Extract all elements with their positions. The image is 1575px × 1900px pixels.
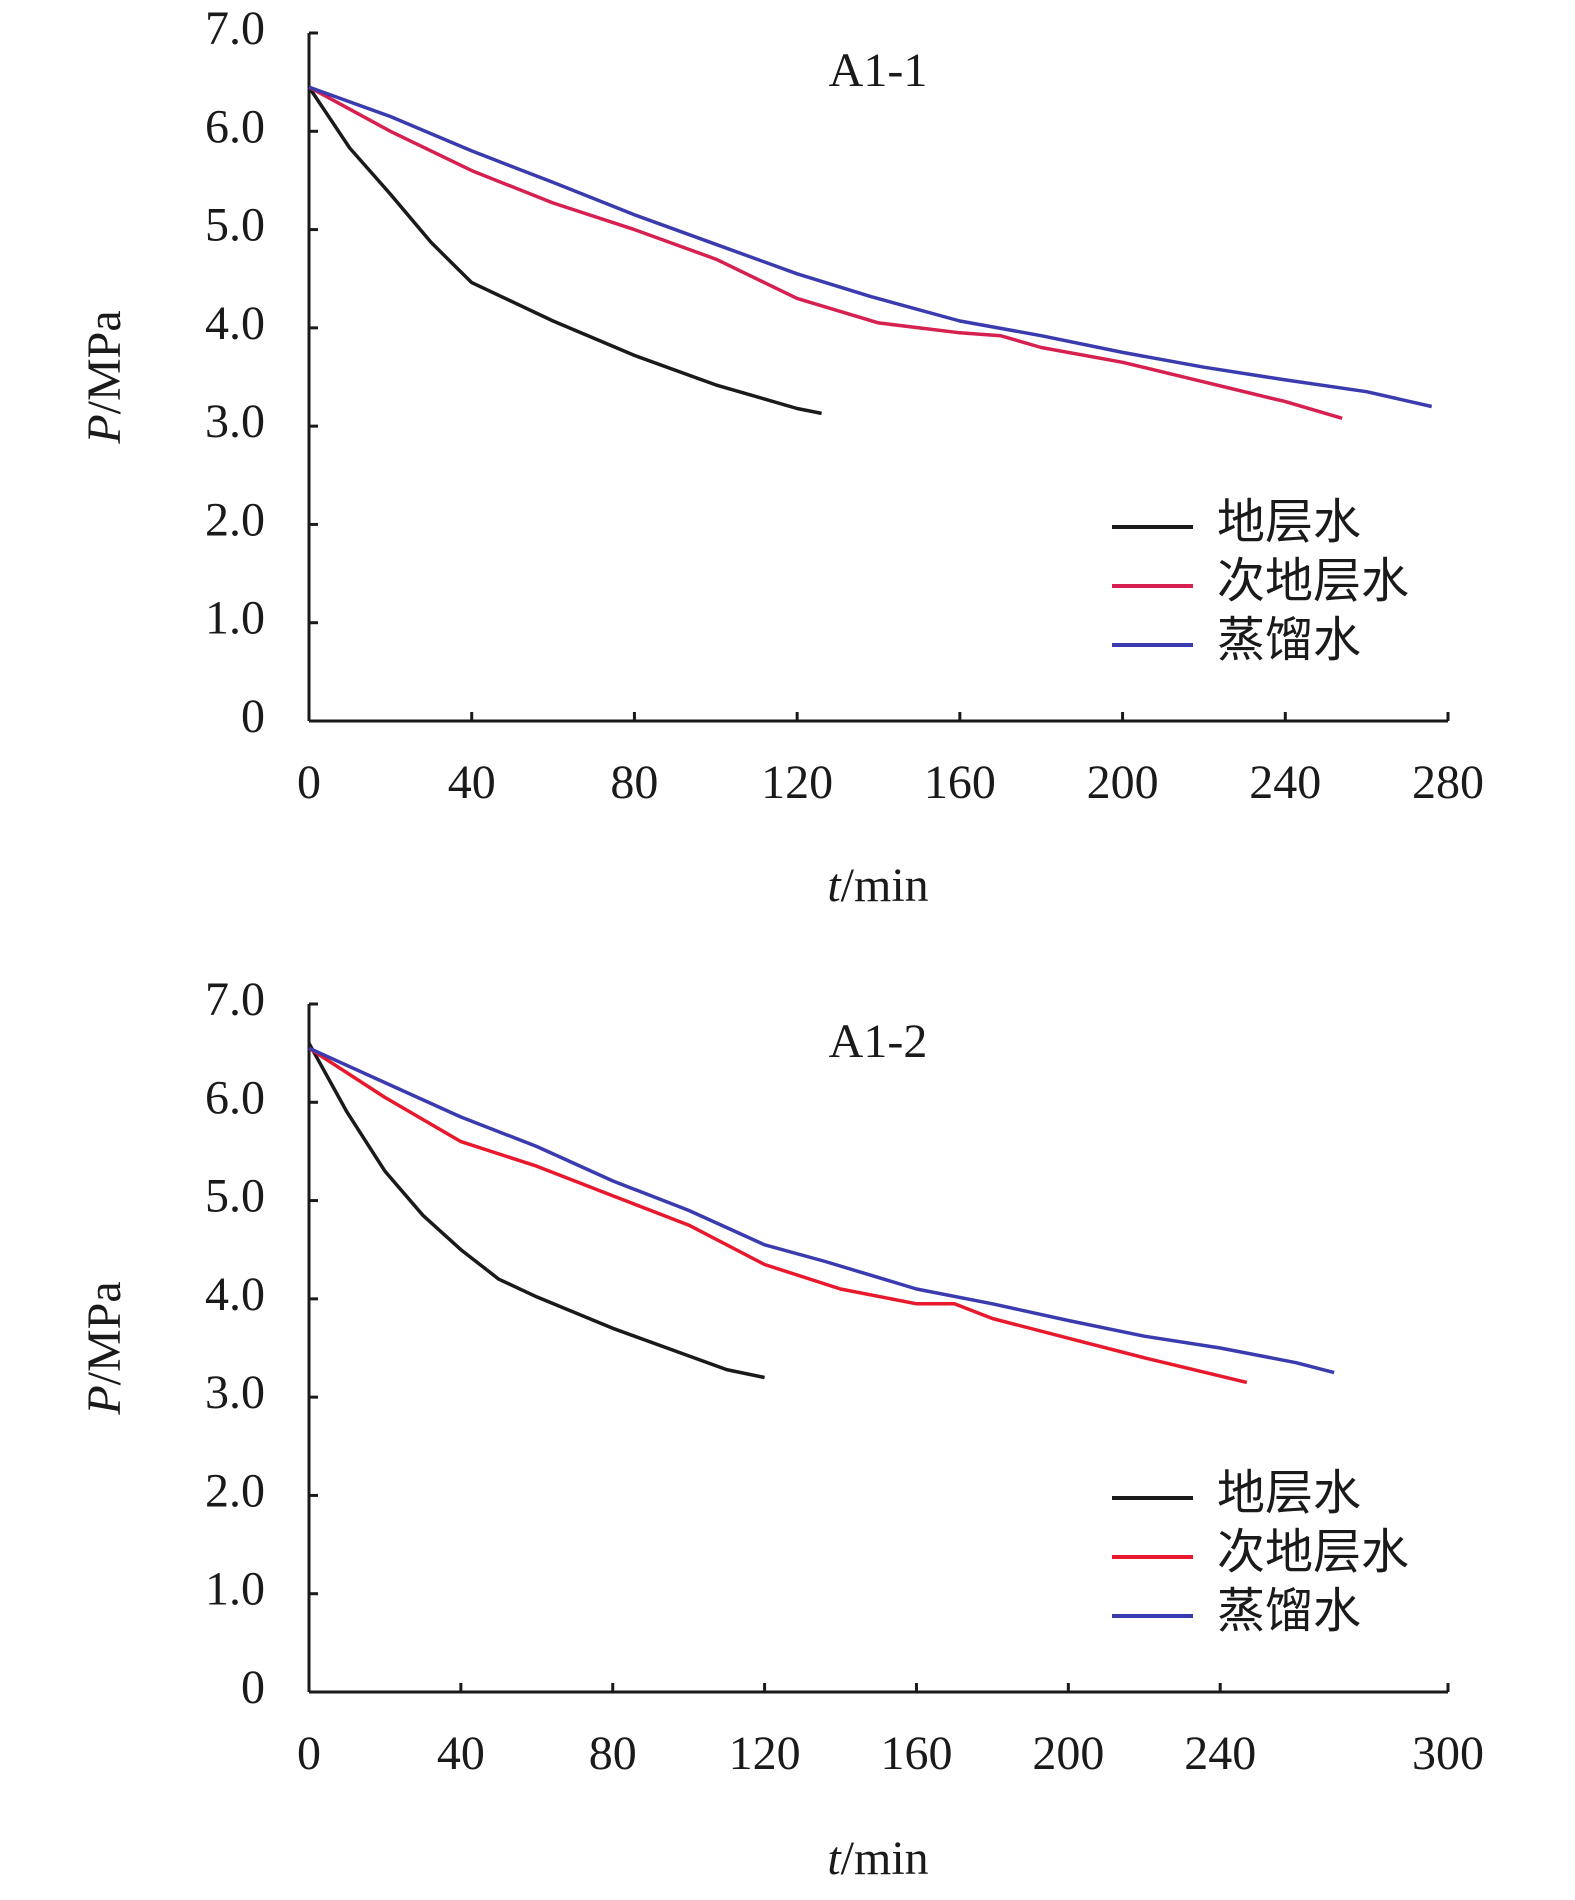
y-tick-label: 6.0 xyxy=(205,100,265,153)
x-tick-label: 280 xyxy=(1412,756,1484,809)
y-tick-label: 5.0 xyxy=(205,199,265,252)
y-tick-label: 0 xyxy=(241,690,265,743)
y-tick-label: 0 xyxy=(241,1661,265,1714)
y-axis-label: P/MPa xyxy=(78,310,131,444)
chart-title: A1-1 xyxy=(829,44,928,97)
x-tick-label: 120 xyxy=(761,756,833,809)
legend-label: 次地层水 xyxy=(1217,555,1409,608)
legend-label: 地层水 xyxy=(1217,1467,1361,1520)
series-line xyxy=(308,1046,1248,1385)
x-tick-label: 120 xyxy=(729,1727,801,1780)
series-line xyxy=(308,1046,1335,1375)
y-tick-label: 2.0 xyxy=(205,493,265,546)
chart-title: A1-2 xyxy=(829,1015,928,1068)
x-axis-label: t/min xyxy=(827,1832,928,1885)
x-tick-label: 80 xyxy=(589,1727,637,1780)
x-tick-label: 0 xyxy=(297,756,321,809)
x-tick-label: 40 xyxy=(437,1727,485,1780)
x-axis-label: t/min xyxy=(827,859,928,912)
legend-label: 地层水 xyxy=(1217,496,1361,549)
legend-label: 蒸馏水 xyxy=(1217,614,1361,667)
x-tick-label: 160 xyxy=(924,756,996,809)
y-tick-label: 4.0 xyxy=(205,1268,265,1321)
series-line xyxy=(308,85,1433,409)
legend-label: 次地层水 xyxy=(1217,1526,1409,1579)
y-tick-label: 3.0 xyxy=(205,1366,265,1419)
y-tick-label: 7.0 xyxy=(205,2,265,55)
y-tick-label: 1.0 xyxy=(205,592,265,645)
x-tick-label: 200 xyxy=(1087,756,1159,809)
y-tick-label: 3.0 xyxy=(205,395,265,448)
y-axis-label: P/MPa xyxy=(78,1281,131,1415)
x-tick-label: 160 xyxy=(880,1727,952,1780)
series-line xyxy=(307,1042,765,1380)
x-tick-label: 40 xyxy=(448,756,496,809)
x-tick-label: 240 xyxy=(1184,1727,1256,1780)
y-tick-label: 4.0 xyxy=(205,297,265,350)
legend-label: 蒸馏水 xyxy=(1217,1585,1361,1638)
x-tick-label: 200 xyxy=(1032,1727,1104,1780)
x-tick-label: 80 xyxy=(610,756,658,809)
y-tick-label: 7.0 xyxy=(205,973,265,1026)
x-tick-label: 0 xyxy=(297,1727,321,1780)
series-line xyxy=(308,85,1343,420)
y-tick-label: 6.0 xyxy=(205,1071,265,1124)
series-line xyxy=(307,86,822,416)
x-tick-label: 300 xyxy=(1412,1727,1484,1780)
y-tick-label: 5.0 xyxy=(205,1170,265,1223)
x-tick-label: 240 xyxy=(1249,756,1321,809)
y-tick-label: 2.0 xyxy=(205,1464,265,1517)
y-tick-label: 1.0 xyxy=(205,1563,265,1616)
